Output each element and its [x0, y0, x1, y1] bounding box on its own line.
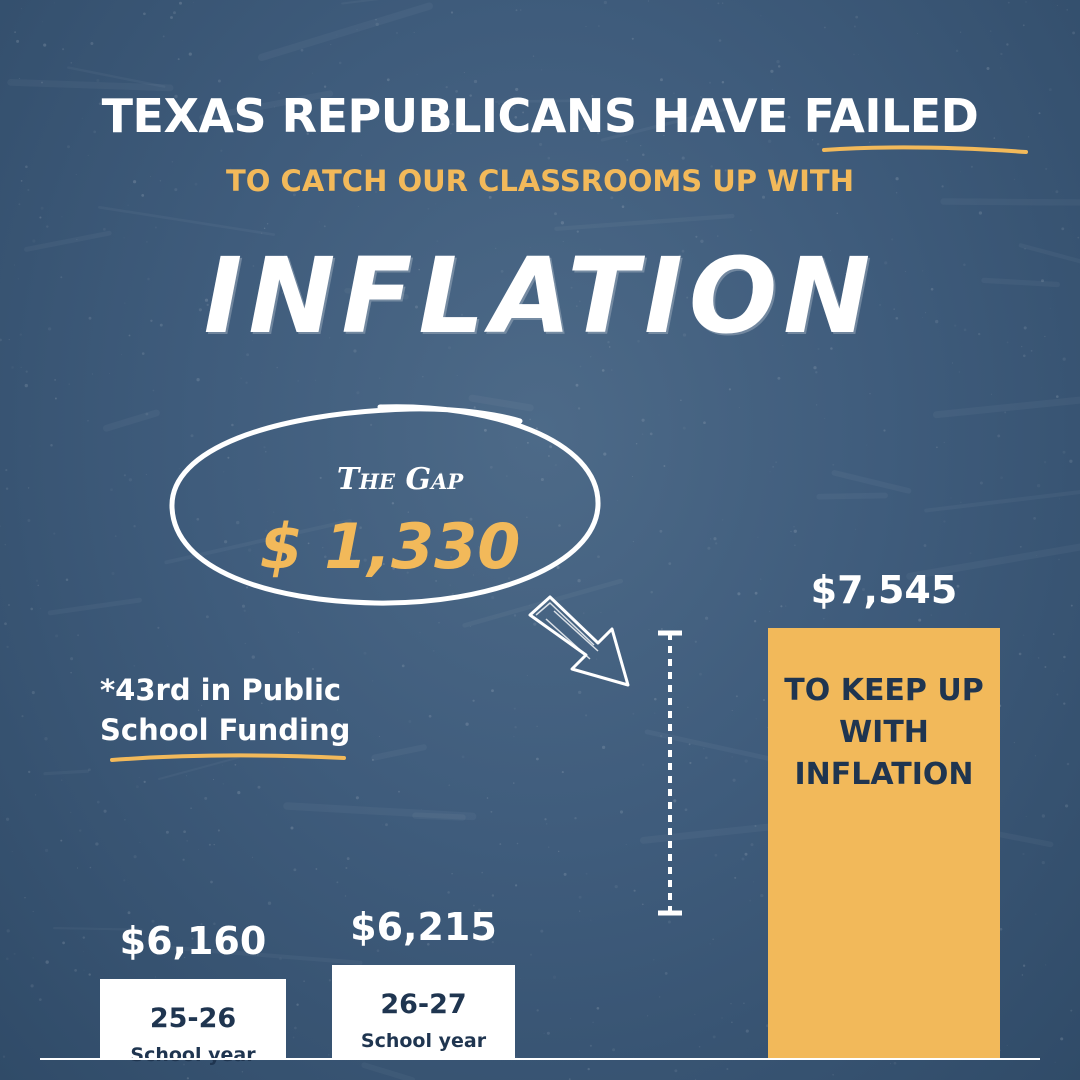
- gap-ellipse: [169, 404, 601, 606]
- bar-inner-label-3: TO KEEP UP WITH INFLATION: [784, 673, 984, 792]
- bar-3: [768, 628, 1000, 1058]
- failed-underline: [822, 145, 1028, 154]
- baseline: [40, 1058, 1040, 1060]
- subhead: TO CATCH OUR CLASSROOMS UP WITH: [226, 164, 854, 198]
- headline-prefix: TEXAS REPUBLICANS HAVE: [101, 89, 789, 143]
- rank-note-underline: [110, 753, 346, 762]
- arrow-icon: [528, 595, 630, 687]
- bar-sublabel-1: School year: [130, 1044, 256, 1067]
- big-word-inflation: INFLATION: [203, 235, 877, 357]
- bar-1: [100, 979, 286, 1058]
- gap-title: The Gap: [336, 462, 464, 497]
- rank-note-line2: School Funding: [100, 713, 351, 747]
- bar-value-label-1: $6,160: [119, 919, 267, 964]
- bar-sublabel-2: School year: [360, 1030, 487, 1053]
- headline-emphasis: FAILED: [803, 89, 979, 143]
- bar-category-label-2: 26-27: [380, 989, 467, 1021]
- gap-value: $ 1,330: [259, 510, 521, 583]
- gap-measure-line: [658, 630, 682, 916]
- headline: TEXAS REPUBLICANS HAVE FAILED: [0, 88, 1080, 144]
- bar-2: [332, 965, 515, 1058]
- bar-value-label-2: $6,215: [350, 905, 497, 950]
- bar-value-label-3: $7,545: [810, 568, 958, 612]
- bar-category-label-1: 25-26: [149, 1003, 237, 1035]
- rank-note: *43rd in Public School Funding: [100, 670, 400, 750]
- rank-note-line1: *43rd in Public: [100, 673, 342, 707]
